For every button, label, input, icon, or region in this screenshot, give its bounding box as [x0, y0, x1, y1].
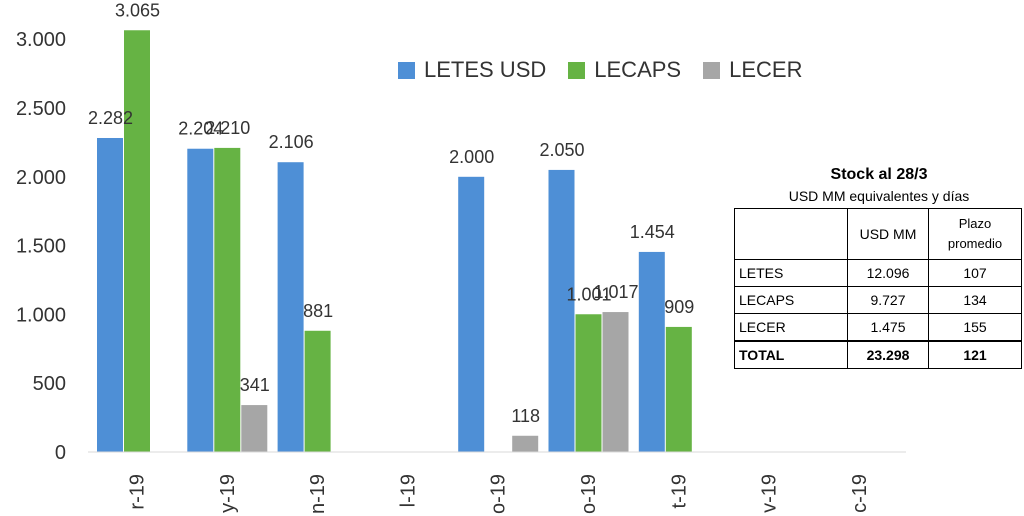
x-tick-label: c-19 — [849, 474, 871, 513]
stock-row-name: LETES — [734, 259, 848, 287]
bar-letes-usd — [458, 176, 485, 453]
stock-row-plazo: 107 — [928, 259, 1022, 287]
data-label: 341 — [240, 375, 270, 395]
bar-lecer — [512, 435, 539, 452]
legend-label-lecaps: LECAPS — [594, 57, 682, 82]
data-label: 1.001 — [566, 284, 611, 304]
bar-lecaps — [665, 326, 692, 452]
y-tick-label: 2.500 — [16, 98, 66, 120]
data-label: 2.282 — [88, 108, 133, 128]
stock-row-plazo: 134 — [928, 286, 1022, 314]
x-tick-label: r-19 — [127, 474, 149, 510]
stock-total-usd: 23.298 — [847, 340, 929, 369]
y-tick-label: 500 — [33, 373, 66, 395]
bar-lecaps — [214, 147, 241, 453]
data-label: 1.017 — [593, 282, 638, 302]
data-label: 118 — [511, 406, 540, 426]
x-axis: r-19 y-19 n-19 l-19 o-19 o-19 t-19 v-19 c-19 — [88, 451, 906, 514]
x-tick-label: n-19 — [307, 474, 329, 514]
y-tick-label: 2.000 — [16, 167, 66, 189]
legend-item-lecer: LECER — [703, 57, 802, 83]
stock-total-name: TOTAL — [734, 340, 848, 369]
x-tick-label: o-19 — [578, 474, 600, 514]
data-label: 3.065 — [115, 0, 160, 20]
legend-swatch-lecaps — [568, 61, 586, 79]
data-label: 881 — [303, 301, 333, 321]
stock-subtitle: USD MM equivalentes y días — [788, 188, 970, 204]
stock-header-plazo: Plazo promedio — [928, 208, 1022, 260]
y-tick-label: 1.500 — [16, 236, 66, 258]
data-label: 1.454 — [630, 222, 675, 242]
stock-header-plazo-line1: Plazo — [958, 216, 992, 231]
legend: LETES USD LECAPS LECER — [398, 57, 802, 83]
data-label: 909 — [664, 297, 694, 317]
stock-row-name: LECER — [734, 313, 848, 342]
data-label: 2.210 — [205, 118, 250, 138]
bar-letes-usd — [277, 162, 304, 452]
bar-lecaps — [304, 330, 331, 452]
bar-letes-usd — [638, 251, 665, 452]
y-tick-label: 3.000 — [16, 29, 66, 51]
bars — [97, 30, 692, 453]
stock-header-plazo-line2: promedio — [947, 236, 1003, 251]
data-label: 2.000 — [449, 147, 494, 167]
data-label: 2.204 — [178, 119, 223, 139]
x-tick-label: o-19 — [488, 474, 510, 514]
stock-header-row: USD MM Plazo promedio — [734, 208, 1022, 260]
stock-row-plazo: 155 — [928, 313, 1022, 342]
bar-lecer — [602, 312, 629, 452]
stock-row-usd: 9.727 — [847, 286, 929, 314]
stock-table-panel: Stock al 28/3 USD MM equivalentes y días… — [734, 164, 1024, 369]
legend-label-letes: LETES USD — [424, 57, 547, 82]
x-tick-label: l-19 — [397, 474, 419, 507]
bar-lecaps — [124, 30, 150, 452]
data-label: 2.050 — [539, 140, 584, 160]
stock-row-name: LECAPS — [734, 286, 848, 314]
stock-row-usd: 12.096 — [847, 259, 929, 287]
legend-label-lecer: LECER — [729, 57, 803, 82]
bar-letes-usd — [187, 148, 214, 452]
x-tick-label: t-19 — [668, 474, 690, 508]
legend-item-lecaps: LECAPS — [568, 57, 681, 83]
stock-total-plazo: 121 — [928, 340, 1022, 369]
bar-lecer — [241, 405, 268, 452]
y-axis: 0 500 1.000 1.500 2.000 2.500 3.000 — [16, 29, 66, 464]
stock-row-usd: 1.475 — [847, 313, 929, 342]
x-tick-label: y-19 — [217, 474, 239, 513]
bar-letes-usd — [97, 137, 123, 452]
stock-header-usd: USD MM — [847, 208, 929, 260]
data-label: 2.106 — [269, 132, 314, 152]
y-tick-label: 0 — [55, 442, 66, 464]
stock-header-empty — [734, 208, 848, 260]
bar-lecaps — [575, 314, 602, 452]
stock-row: LECER 1.475 155 — [734, 313, 1022, 342]
stock-table: USD MM Plazo promedio LETES 12.096 107 L… — [734, 208, 1022, 369]
legend-swatch-lecer — [703, 61, 721, 79]
stock-title: Stock al 28/3 — [830, 166, 928, 183]
legend-swatch-letes — [398, 61, 415, 79]
stock-total-row: TOTAL 23.298 121 — [734, 340, 1022, 369]
y-tick-label: 1.000 — [16, 304, 66, 326]
legend-item-letes: LETES USD — [398, 57, 546, 83]
x-tick-label: v-19 — [759, 474, 781, 513]
bar-letes-usd — [548, 169, 575, 453]
stock-row: LETES 12.096 107 — [734, 259, 1022, 287]
stock-row: LECAPS 9.727 134 — [734, 286, 1022, 314]
